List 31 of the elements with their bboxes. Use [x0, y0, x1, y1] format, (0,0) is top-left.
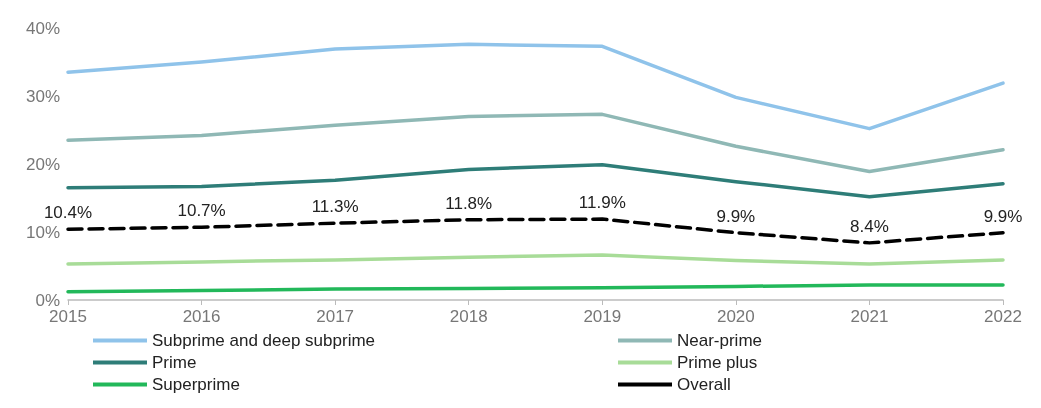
data-label: 11.9%	[578, 193, 626, 213]
y-tick-label: 30%	[25, 86, 60, 106]
data-label: 9.9%	[716, 206, 756, 226]
legend-label: Overall	[677, 375, 731, 394]
legend-label: Prime	[152, 353, 197, 372]
x-tick-label: 2016	[182, 307, 221, 326]
legend-label: Subprime and deep subprime	[152, 331, 376, 350]
data-label: 10.4%	[43, 203, 93, 223]
line-series	[66, 112, 1005, 174]
x-tick-label: 2022	[984, 307, 1022, 326]
y-tick-label: 40%	[25, 18, 60, 38]
legend-label: Superprime	[152, 375, 240, 394]
x-tick-label: 2018	[449, 307, 488, 326]
x-tick-label: 2019	[583, 307, 622, 326]
line-series	[66, 253, 1005, 266]
y-tick-label: 20%	[25, 154, 60, 174]
data-label: 8.4%	[850, 216, 889, 236]
line-series	[66, 42, 1005, 131]
legend-label: Prime plus	[677, 353, 758, 372]
data-label: 10.7%	[177, 201, 226, 221]
x-tick-label: 2021	[850, 307, 889, 326]
y-tick-label: 10%	[25, 222, 60, 242]
line-series	[66, 283, 1005, 294]
x-tick-label: 2015	[49, 307, 87, 326]
data-label: 11.3%	[311, 197, 359, 217]
y-tick-label: 0%	[35, 290, 60, 310]
x-tick-label: 2017	[316, 307, 355, 326]
x-tick-label: 2020	[716, 307, 755, 326]
data-label: 11.8%	[445, 193, 493, 213]
data-label: 9.9%	[983, 206, 1023, 226]
legend-label: Near-prime	[677, 331, 763, 350]
